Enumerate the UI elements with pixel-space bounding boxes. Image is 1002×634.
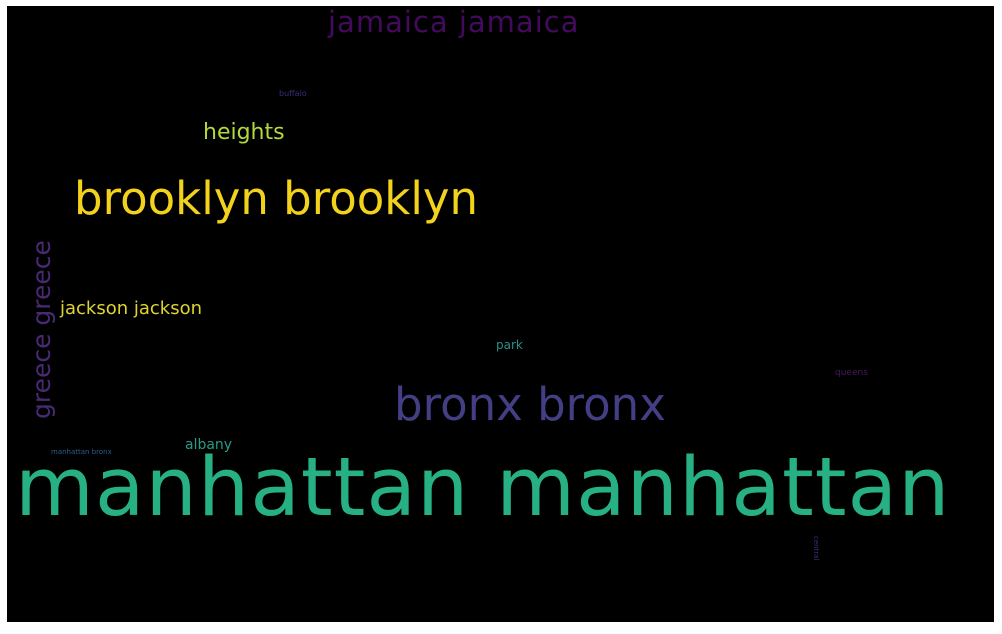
word-albany: albany (185, 437, 233, 453)
word-heights: heights (203, 120, 285, 145)
word-manhattan-bronx: manhattan bronx (51, 448, 112, 456)
word-bronx: bronx bronx (394, 378, 666, 431)
word-central: central (812, 536, 820, 561)
word-greece: greece greece (27, 240, 56, 419)
word-park: park (496, 338, 523, 352)
word-manhattan: manhattan manhattan (15, 441, 951, 535)
word-jamaica: jamaica jamaica (328, 6, 580, 39)
word-buffalo: buffalo (279, 89, 307, 98)
word-brooklyn: brooklyn brooklyn (74, 172, 479, 225)
word-queens: queens (835, 368, 868, 378)
wordcloud-canvas: jamaica jamaica buffalo heights brooklyn… (7, 6, 994, 622)
word-jackson: jackson jackson (60, 298, 203, 319)
